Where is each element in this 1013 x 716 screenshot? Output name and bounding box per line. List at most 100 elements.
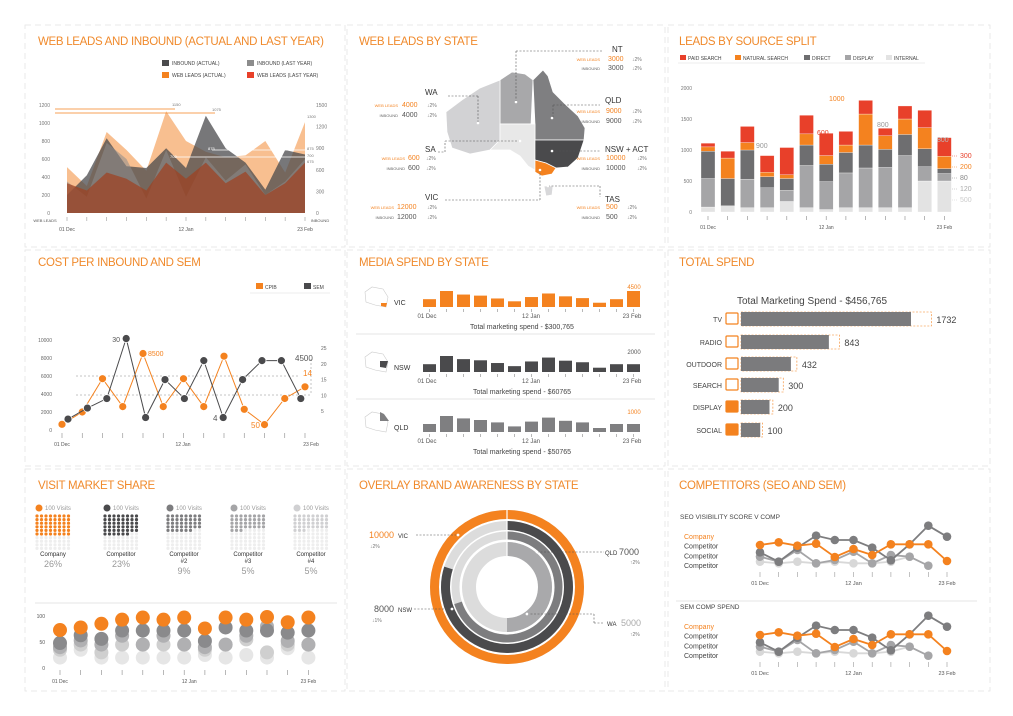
waffle-dot (130, 518, 134, 522)
ring-change: ↑2% (630, 560, 640, 566)
ring-value: 10000 (369, 530, 394, 540)
spend-bar-qld (576, 422, 589, 432)
state-highlight-vic (381, 303, 387, 307)
annotation-label: 80 (960, 175, 968, 182)
bubble-competitor-2 (135, 637, 150, 652)
waffle-dot (188, 539, 193, 543)
waffle-dot (234, 546, 239, 551)
waffle-dot (197, 518, 202, 522)
bar-segment-natural-search (878, 135, 893, 150)
data-point-company (774, 628, 783, 637)
spend-bar-vic (491, 298, 504, 307)
unit-label: 100 Visits (303, 506, 329, 512)
spend-bar-nsw (491, 363, 504, 372)
waffle-dot (125, 536, 130, 540)
waffle-dot (35, 528, 39, 533)
x-label: 23 Feb (301, 679, 317, 685)
waffle-dot (184, 521, 188, 525)
waffle-dot (116, 539, 121, 543)
bubble-company (239, 612, 254, 627)
waffle-dot (57, 525, 62, 529)
channel-label: OUTDOOR (686, 362, 722, 369)
waffle-dot (112, 539, 116, 543)
waffle-dot (315, 543, 320, 547)
waffle-dot (166, 532, 170, 536)
waffle-dot (44, 528, 48, 533)
data-point-sem (179, 394, 189, 403)
data-point-company (942, 646, 952, 656)
waffle-dot (53, 536, 57, 540)
bar-segment-internal (799, 207, 814, 213)
data-point-company (905, 540, 914, 549)
inbound-change: ↓2% (637, 166, 647, 172)
bar-segment-natural-search (759, 172, 775, 177)
last-value-label: 1000 (627, 410, 641, 416)
legend-label: Competitor (684, 553, 719, 560)
waffle-dot (66, 518, 71, 522)
waffle-dot (257, 539, 261, 543)
waffle-dot (311, 546, 315, 551)
bar-segment-direct (799, 144, 814, 166)
waffle-dot (66, 546, 71, 551)
waffle-dot (130, 521, 134, 525)
x-label: 23 Feb (623, 314, 642, 320)
x-label: 23 Feb (623, 439, 642, 445)
bar-segment-natural-search (740, 142, 755, 151)
legend-label: Competitor (684, 653, 719, 660)
bubble-company (73, 620, 88, 635)
web-leads-value: 9000 (606, 108, 622, 115)
annotation-label: 1300 (307, 114, 317, 119)
waffle-dot (311, 518, 315, 522)
waffle-dot (315, 528, 320, 533)
y-tick-right: 300 (316, 189, 325, 195)
waffle-dot (107, 532, 112, 536)
waffle-dot (53, 539, 57, 543)
waffle-dot (170, 518, 175, 522)
waffle-dot (315, 532, 320, 536)
bubble-competitor (156, 623, 171, 638)
waffle-dot (188, 532, 193, 536)
waffle-dot (130, 525, 134, 529)
inbound-value: 600 (408, 165, 420, 172)
waffle-dot (315, 546, 320, 551)
x-label: 12 Jan (178, 227, 193, 233)
data-point-competitor (793, 647, 802, 656)
waffle-dot (103, 536, 107, 540)
spend-bar-qld (525, 421, 538, 432)
data-point-cpib (219, 351, 229, 361)
state-highlight-nsw (380, 361, 388, 368)
web-leads-label: WEB LEADS (382, 156, 406, 161)
bar-segment-internal (779, 201, 794, 213)
data-point-competitor (849, 559, 858, 568)
bar-segment-display (819, 181, 834, 210)
waffle-dot (53, 525, 57, 529)
web-leads-change: ↓2% (632, 57, 642, 63)
bar-segment-direct (838, 152, 854, 174)
waffle-dot (239, 525, 243, 529)
map-marker (546, 184, 550, 188)
web-leads-label: WEB LEADS (577, 205, 601, 210)
spend-bar-vic (593, 302, 606, 307)
spend-bar-qld (542, 417, 555, 432)
channel-label: RADIO (700, 340, 723, 347)
waffle-dot (44, 532, 48, 536)
waffle-dot (297, 532, 302, 536)
channel-label: TV (713, 317, 722, 324)
x-label: 12 Jan (522, 379, 540, 385)
waffle-dot (311, 539, 315, 543)
waffle-dot (324, 521, 329, 525)
y-tick-right: 25 (321, 346, 327, 352)
data-point-company (830, 552, 840, 562)
state-name: WA (425, 88, 438, 97)
bar-segment-internal (700, 206, 716, 213)
legend-swatch (304, 283, 311, 289)
inbound-change: ↓2% (427, 215, 437, 221)
line-series-competitor (759, 548, 929, 567)
annotation-label: 875 (307, 146, 314, 151)
waffle-dot (170, 514, 175, 518)
bubble-competitor (115, 623, 130, 638)
data-point-sem (63, 414, 73, 424)
waffle-dot (53, 546, 57, 551)
waffle-dot (66, 528, 71, 533)
